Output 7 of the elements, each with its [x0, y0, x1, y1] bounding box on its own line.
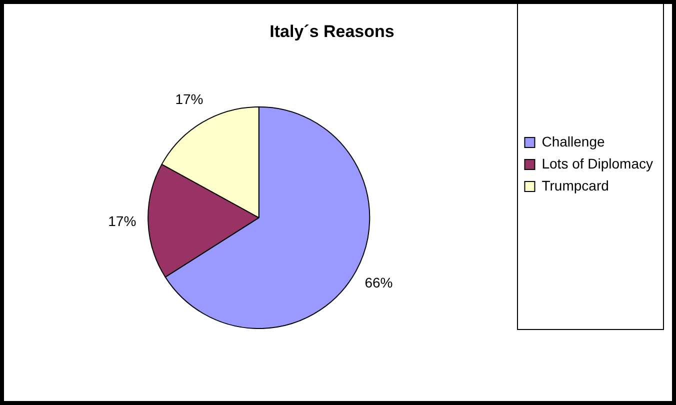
legend-label: Lots of Diplomacy [542, 155, 654, 172]
data-label: 17% [175, 90, 204, 107]
data-label: 17% [108, 212, 136, 229]
chart-title: Italy´s Reasons [270, 22, 394, 41]
data-label: 66% [364, 274, 393, 290]
legend-label: Challenge [542, 133, 605, 150]
legend-label: Trumpcard [542, 177, 609, 194]
